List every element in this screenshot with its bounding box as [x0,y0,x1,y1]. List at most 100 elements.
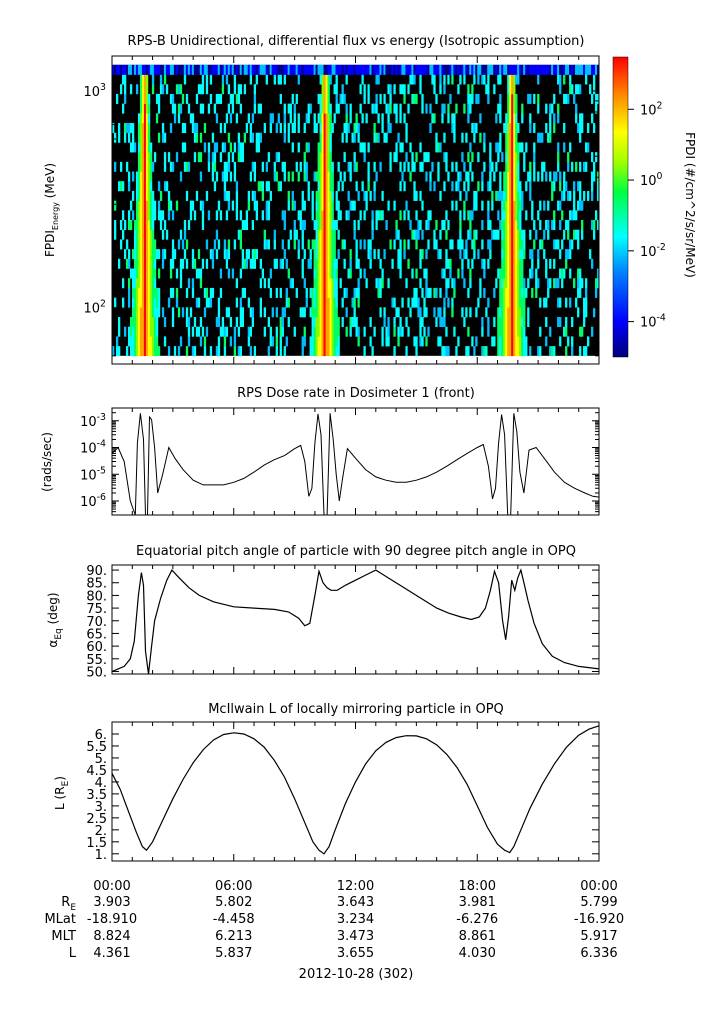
spectrogram-cell [153,326,157,337]
spectrogram-cell [493,64,496,75]
spectrogram-cell [329,161,332,172]
spectrogram-cell [443,74,446,85]
spectrogram-cell [179,171,183,182]
spectrogram-cell [337,200,340,211]
spectrogram-cell [521,317,524,328]
spectrogram-cell [517,297,520,308]
spectrogram-cell [301,239,304,250]
y-tick-label: 60. [86,640,107,655]
spectrogram-cell [363,142,366,153]
spectrogram-cell [533,142,536,153]
spectrogram-cell [463,161,466,172]
spectrogram-cell [551,346,554,357]
spectrogram-cell [419,249,422,260]
spectrogram-cell [443,268,446,279]
spectrogram-cell [411,74,414,85]
spectrogram-cell [143,239,147,250]
spectrogram-cell [443,297,446,308]
spectrogram-cell [425,64,428,75]
spectrogram-cell [413,93,416,104]
spectrogram-cell [137,258,141,269]
spectrogram-cell [387,64,390,75]
spectrogram-cell [265,64,268,75]
spectrogram-cell [313,346,316,357]
spectrogram-cell [251,317,255,328]
spectrogram-cell [471,64,474,75]
spectrogram-cell [545,171,548,182]
spectrogram-cell [331,307,334,318]
spectrogram-cell [479,278,482,289]
spectrogram-cell [259,278,262,289]
spectrogram-cell [261,64,264,75]
colorbar-label: FPDI (#/cm^2/s/sr/MeV) [683,132,697,278]
spectrogram-cell [145,200,149,211]
spectrogram-cell [341,297,344,308]
spectrogram-cell [237,142,241,153]
spectrogram-cell [437,161,440,172]
spectrogram-cell [223,336,227,347]
spectrogram-cell [365,64,368,75]
spectrogram-cell [231,103,235,114]
spectrogram-cell [421,229,424,240]
spectrogram-cell [153,239,157,250]
spectrogram-cell [253,93,257,104]
spectrogram-cell [149,229,153,240]
spectrogram-cell [373,64,376,75]
spectrogram-cell [297,113,300,124]
spectrogram-cell [465,132,468,143]
spectrogram-cell [195,64,199,75]
spectrogram-cell [145,103,149,114]
spectrogram-cell [427,239,430,250]
spectrogram-cell [503,210,506,221]
spectrogram-cell [399,181,402,192]
spectrogram-cell [327,307,330,318]
spectrogram-cell [491,200,494,211]
spectrogram-cell [345,74,348,85]
spectrogram-cell [143,258,147,269]
spectrogram-cell [331,268,334,279]
spectrogram-cell [303,171,306,182]
spectrogram-cell [297,171,300,182]
spectrogram-cell [577,64,580,75]
spectrogram-cell [191,200,195,211]
spectrogram-cell [203,307,207,318]
spectrogram-cell [375,103,378,114]
spectrogram-cell [315,220,318,231]
spectrogram-cell [417,229,420,240]
spectrogram-cell [553,210,556,221]
spectrogram-cell [273,229,276,240]
spectrogram-cell [127,287,131,298]
spectrogram-cell [325,336,328,347]
spectrogram-cell [513,239,516,250]
spectrogram-cell [451,181,454,192]
spectrogram-cell [223,142,227,153]
spectrogram-cell [112,123,115,134]
ephemeris-value: -16.920 [574,912,624,927]
spectrogram-cell [149,249,153,260]
spectrogram-cell [331,161,334,172]
spectrogram-cell [445,161,448,172]
spectrogram-cell [435,239,438,250]
spectrogram-cell [511,317,514,328]
spectrogram-cell [543,64,546,75]
spectrogram-cell [191,123,195,134]
spectrogram-cell [167,346,171,357]
spectrogram-cell [501,152,504,163]
spectrogram-cell [325,84,328,95]
spectrogram-cell [317,297,320,308]
spectrogram-cell [227,132,231,143]
spectrogram-cell [139,239,143,250]
spectrogram-cell [281,210,284,221]
spectrogram-cell [273,258,276,269]
spectrogram-cell [249,74,253,85]
spectrogram-cell [141,297,145,308]
spectrogram-cell [205,190,209,201]
spectrogram-cell [339,93,342,104]
spectrogram-cell [319,74,322,85]
spectrogram-cell [259,258,262,269]
spectrogram-cell [139,268,143,279]
spectrogram-cell [157,93,161,104]
spectrogram-cell [509,103,512,114]
spectrogram-cell [453,132,456,143]
spectrogram-cell [403,93,406,104]
